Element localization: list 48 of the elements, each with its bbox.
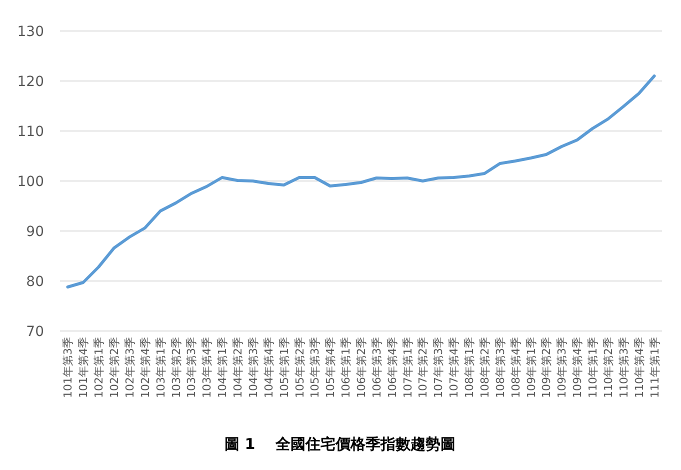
x-tick-label: 108年第2季 (478, 337, 492, 398)
x-tick-label: 106年第3季 (370, 337, 384, 398)
x-tick-label: 107年第2季 (416, 337, 430, 398)
x-tick-label: 109年第2季 (540, 337, 554, 398)
x-tick-label: 109年第3季 (556, 337, 569, 398)
x-tick-label: 110年第1季 (586, 337, 600, 398)
x-tick-label: 103年第1季 (154, 337, 168, 398)
x-tick-label: 109年第4季 (571, 337, 584, 398)
x-tick-label: 106年第2季 (355, 337, 368, 398)
x-tick-label: 102年第4季 (138, 337, 152, 398)
x-tick-label: 106年第4季 (386, 337, 399, 398)
y-tick-label: 70 (26, 324, 44, 340)
x-tick-label: 105年第3季 (308, 337, 322, 398)
x-tick-label: 110年第4季 (632, 337, 646, 398)
x-tick-label: 107年第1季 (401, 337, 414, 398)
x-tick-label: 107年第4季 (448, 337, 461, 398)
y-tick-label: 130 (17, 24, 44, 40)
x-tick-label: 101年第4季 (77, 337, 90, 398)
x-tick-label: 106年第1季 (340, 337, 353, 398)
x-tick-label: 108年第1季 (463, 337, 476, 398)
y-tick-label: 110 (17, 124, 44, 140)
x-tick-label: 108年第3季 (494, 337, 507, 398)
x-tick-label: 102年第2季 (108, 337, 122, 398)
x-tick-label: 103年第2季 (170, 337, 183, 398)
x-tick-label: 105年第2季 (293, 337, 306, 398)
x-tick-label: 104年第3季 (246, 337, 260, 398)
line-series (66, 74, 656, 288)
x-tick-label: 110年第2季 (602, 337, 615, 398)
x-tick-label: 101年第3季 (62, 337, 75, 398)
x-tick-label: 107年第3季 (432, 337, 446, 398)
x-tick-label: 102年第1季 (92, 337, 106, 398)
x-tick-label: 104年第2季 (232, 337, 245, 398)
y-tick-label: 90 (26, 224, 44, 240)
x-tick-label: 102年第3季 (123, 337, 136, 398)
x-tick-label: 103年第3季 (185, 337, 198, 398)
text: 圖 1 全國住宅價格季指數趨勢圖 (224, 435, 456, 453)
y-tick-label: 120 (17, 74, 44, 90)
x-tick-label: 104年第1季 (216, 337, 230, 398)
x-tick-label: 109年第1季 (524, 337, 538, 398)
x-tick-label: 105年第1季 (278, 337, 291, 398)
x-tick-label: 105年第4季 (324, 337, 338, 398)
x-tick-label: 103年第4季 (200, 337, 214, 398)
x-tick-label: 111年第1季 (648, 337, 662, 398)
x-tick-label: 110年第3季 (617, 337, 630, 398)
x-tick-label: 104年第4季 (262, 337, 276, 398)
y-tick-label: 80 (26, 274, 44, 290)
y-tick-label: 100 (17, 174, 44, 190)
x-tick-label: 108年第4季 (509, 337, 522, 398)
